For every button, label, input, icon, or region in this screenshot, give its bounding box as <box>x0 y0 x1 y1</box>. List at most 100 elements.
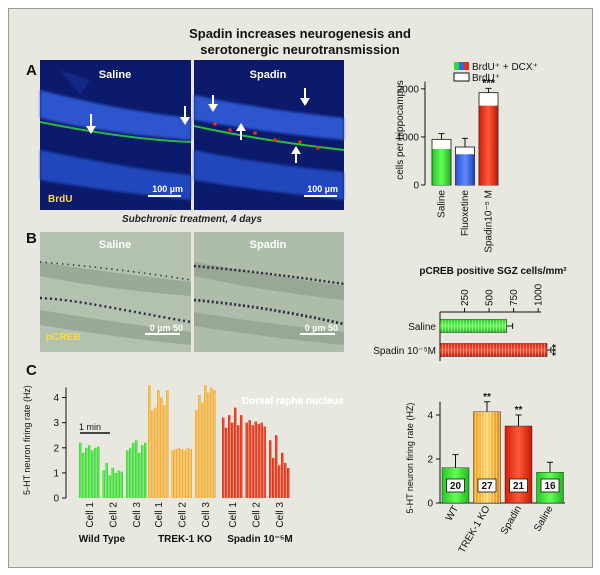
firing-trace-bar-spadin-10-m-cell3 <box>278 465 281 498</box>
firing-summary-x-label-wt: WT <box>444 504 461 523</box>
firing-trace-bar-wild-type-cell2 <box>105 462 108 498</box>
dorsal-raphe-label: Dorsal raphe nucleus <box>242 396 344 407</box>
panel-b-letter: B <box>26 230 37 247</box>
firing-trace-bar-wild-type-cell2 <box>117 470 120 498</box>
firing-summary-y-tick-label: 0 <box>427 499 433 510</box>
firing-trace-bar-spadin-10-m-cell1 <box>231 422 234 498</box>
firing-trace-bar-trek-1-ko-cell3 <box>201 402 204 498</box>
firing-trace-x-label-spadin-10-m-cell1: Cell 1 <box>228 502 239 528</box>
firing-trace-bar-spadin-10-m-cell2 <box>257 423 260 498</box>
neurogenesis-y-tick-label: 2000 <box>397 84 420 95</box>
neurogenesis-x-label-fluoxetine: Fluoxetine <box>460 190 471 237</box>
firing-trace-bar-trek-1-ko-cell1 <box>163 405 166 498</box>
firing-trace-bar-spadin-10-m-cell2 <box>260 422 263 498</box>
panel-a-spadin-micrograph <box>193 60 345 210</box>
firing-trace-bar-spadin-10-m-cell3 <box>275 435 278 498</box>
firing-trace-bar-trek-1-ko-cell3 <box>213 390 216 498</box>
group-label-trek1-ko: TREK-1 KO <box>158 534 212 545</box>
neurogenesis-bar-brdu-dcx-fluoxetine <box>456 154 474 185</box>
firing-trace-bar-trek-1-ko-cell3 <box>198 395 201 498</box>
pcreb-bar-texture <box>440 319 507 333</box>
firing-trace-bar-trek-1-ko-cell1 <box>160 397 163 498</box>
pcreb-x-tick-label: 750 <box>509 289 520 306</box>
figure-title-line2: serotonergic neurotransmission <box>200 42 400 57</box>
panel-b-saline-scale: 0 µm 50 <box>150 323 183 333</box>
firing-summary-n-label: 27 <box>481 481 493 492</box>
pcreb-y-label-spadin-10-m: Spadin 10⁻⁵M <box>373 346 436 357</box>
neurogenesis-bar-brdu-dcx-spadin10-m <box>479 105 498 185</box>
firing-trace-bar-spadin-10-m-cell2 <box>248 420 251 498</box>
neurogenesis-x-label-spadin10-m: Spadin10⁻⁵ M <box>484 190 495 253</box>
firing-trace-bar-wild-type-cell3 <box>144 442 147 498</box>
panel-b-spadin-ish <box>193 232 345 352</box>
firing-trace-bar-trek-1-ko-cell3 <box>210 387 213 498</box>
legend-swatch-white <box>453 72 470 82</box>
firing-summary-significance: ** <box>483 392 491 403</box>
firing-trace-bar-wild-type-cell2 <box>114 472 117 498</box>
firing-summary-y-tick-label: 2 <box>427 455 433 466</box>
neurogenesis-legend: BrdU⁺ + DCX⁺ BrdU⁺ <box>453 62 538 84</box>
firing-trace-bar-wild-type-cell3 <box>126 450 129 498</box>
legend-swatch-blue <box>459 62 464 70</box>
pcreb-y-label-saline: Saline <box>408 322 436 333</box>
neurogenesis-y-tick-label: 1000 <box>397 132 420 143</box>
firing-trace-bar-wild-type-cell2 <box>111 467 114 498</box>
firing-trace-bar-trek-1-ko-cell3 <box>207 392 210 498</box>
firing-summary-n-label: 16 <box>544 481 556 492</box>
firing-trace-y-tick-label: 2 <box>53 443 59 454</box>
panel-a-caption: Subchronic treatment, 4 days <box>122 214 262 225</box>
firing-summary-x-label-spadin: Spadin <box>499 504 524 536</box>
firing-trace-bar-spadin-10-m-cell3 <box>284 462 287 498</box>
firing-trace-bar-trek-1-ko-cell3 <box>195 410 198 498</box>
firing-trace-bar-spadin-10-m-cell2 <box>251 425 254 498</box>
neurogenesis-x-label-saline: Saline <box>437 190 448 218</box>
firing-trace-x-label-trek-1-ko-cell1: Cell 1 <box>154 502 165 528</box>
firing-trace-bar-wild-type-cell3 <box>129 447 132 498</box>
firing-summary-x-label-saline: Saline <box>532 504 556 534</box>
firing-trace-bar-spadin-10-m-cell1 <box>228 415 231 498</box>
panel-b-spadin-scale: 0 µm 50 <box>305 323 338 333</box>
firing-trace-bar-spadin-10-m-cell3 <box>287 467 290 498</box>
panel-a-spadin-label: Spadin <box>250 69 287 81</box>
firing-trace-x-label-spadin-10-m-cell2: Cell 2 <box>252 502 263 528</box>
neurogenesis-significance: *** <box>482 77 496 89</box>
firing-trace-bar-trek-1-ko-cell2 <box>180 449 183 498</box>
firing-trace-bar-trek-1-ko-cell2 <box>174 449 177 498</box>
neurogenesis-bar-brdu-dcx-saline <box>432 148 451 185</box>
firing-summary-n-box <box>540 478 560 493</box>
pcreb-x-tick-label: 500 <box>485 289 496 306</box>
firing-trace-x-label-spadin-10-m-cell3: Cell 3 <box>275 502 286 528</box>
group-label-spadin: Spadin 10⁻⁵M <box>227 534 293 545</box>
firing-trace-bar-spadin-10-m-cell2 <box>245 422 248 498</box>
firing-trace-bar-wild-type-cell1 <box>91 450 94 498</box>
panel-a-letter: A <box>26 62 37 79</box>
panel-b-pcreb-marker: pCREB <box>46 332 80 343</box>
firing-trace-chart: 5-HT neuron firing rate (Hz) Dorsal raph… <box>22 385 344 545</box>
firing-trace-bar-wild-type-cell2 <box>108 475 111 498</box>
firing-trace-bar-spadin-10-m-cell1 <box>225 427 228 498</box>
firing-trace-bar-trek-1-ko-cell1 <box>154 407 157 498</box>
firing-trace-bar-spadin-10-m-cell3 <box>269 440 272 498</box>
panel-b-spadin-label: Spadin <box>250 239 287 251</box>
firing-trace-bar-wild-type-cell2 <box>102 470 105 498</box>
firing-trace-bar-trek-1-ko-cell2 <box>189 449 192 498</box>
firing-trace-x-label-wild-type-cell2: Cell 2 <box>109 502 120 528</box>
firing-summary-n-box <box>477 478 497 493</box>
firing-trace-bar-wild-type-cell3 <box>141 445 144 498</box>
firing-summary-n-box <box>509 478 528 493</box>
firing-trace-bar-wild-type-cell1 <box>94 447 97 498</box>
panel-b-saline-ish <box>39 232 192 352</box>
firing-trace-x-label-wild-type-cell1: Cell 1 <box>85 502 96 528</box>
firing-trace-y-tick-label: 4 <box>53 393 59 404</box>
firing-trace-bar-wild-type-cell2 <box>120 471 123 498</box>
firing-summary-n-box <box>446 478 465 493</box>
pcreb-significance: *** <box>551 344 562 356</box>
firing-trace-bar-trek-1-ko-cell2 <box>177 447 180 498</box>
firing-trace-bar-wild-type-cell1 <box>88 445 91 498</box>
panel-b-saline-label: Saline <box>99 239 131 251</box>
panel-a-saline-scale: 100 µm <box>152 184 183 194</box>
firing-trace-x-label-trek-1-ko-cell2: Cell 2 <box>178 502 189 528</box>
firing-trace-bar-trek-1-ko-cell1 <box>148 385 151 498</box>
legend-label-brdu: BrdU⁺ <box>472 73 500 84</box>
